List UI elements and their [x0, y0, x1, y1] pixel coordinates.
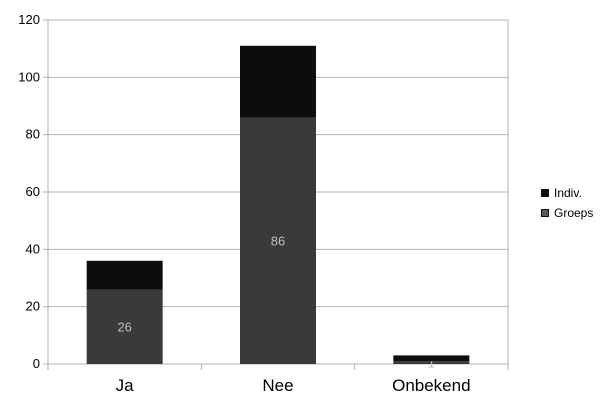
x-category-label-onbekend: Onbekend	[392, 376, 470, 395]
legend-label-indiv: Indiv.	[554, 186, 582, 200]
legend-item-groeps: Groeps	[541, 203, 607, 223]
x-category-label-ja: Ja	[116, 376, 135, 395]
bar-indiv-onbekend	[393, 355, 470, 362]
y-tick-label-120: 120	[18, 12, 40, 27]
bar-indiv-nee	[240, 45, 316, 118]
data-label-groeps-onbekend: 1	[428, 356, 435, 371]
data-label-groeps-ja: 26	[117, 320, 131, 335]
bar-indiv-ja	[86, 260, 163, 290]
data-label-groeps-nee: 86	[271, 234, 285, 249]
legend-item-indiv: Indiv.	[541, 183, 607, 203]
legend-label-groeps: Groeps	[554, 206, 594, 220]
y-tick-label-60: 60	[26, 184, 40, 199]
y-tick-label-40: 40	[26, 241, 40, 256]
legend-swatch-groeps	[541, 209, 549, 217]
bar-groeps-onbekend	[393, 361, 470, 364]
legend-swatch-indiv	[541, 189, 549, 197]
bar-groeps-ja	[86, 289, 163, 364]
bar-groeps-nee	[240, 117, 316, 364]
y-tick-label-100: 100	[18, 69, 40, 84]
y-tick-label-0: 0	[33, 356, 40, 371]
y-tick-label-80: 80	[26, 127, 40, 142]
x-category-label-nee: Nee	[262, 376, 293, 395]
legend: Indiv. Groeps	[541, 183, 607, 223]
y-tick-label-20: 20	[26, 299, 40, 314]
